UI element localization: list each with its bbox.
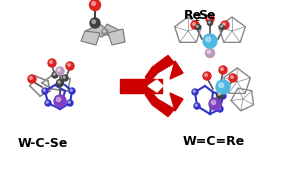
Circle shape: [42, 88, 48, 94]
Circle shape: [48, 59, 56, 67]
Circle shape: [194, 103, 200, 109]
Polygon shape: [145, 55, 175, 84]
Circle shape: [220, 26, 222, 27]
Circle shape: [102, 29, 108, 35]
Circle shape: [216, 80, 230, 94]
Circle shape: [211, 100, 216, 105]
Polygon shape: [145, 88, 175, 117]
Polygon shape: [170, 93, 183, 111]
Circle shape: [192, 89, 198, 95]
Polygon shape: [148, 80, 163, 92]
Circle shape: [207, 50, 211, 53]
Circle shape: [195, 104, 197, 106]
Circle shape: [46, 101, 48, 103]
Circle shape: [207, 20, 213, 26]
Circle shape: [57, 80, 63, 87]
Circle shape: [89, 0, 100, 11]
Circle shape: [196, 26, 198, 27]
Circle shape: [220, 25, 224, 29]
Circle shape: [56, 67, 64, 75]
Circle shape: [58, 69, 60, 71]
Circle shape: [219, 83, 224, 88]
Text: Re: Re: [184, 9, 202, 22]
Circle shape: [63, 76, 65, 78]
Circle shape: [66, 62, 74, 70]
Circle shape: [229, 74, 237, 82]
Text: W-C-Se: W-C-Se: [18, 137, 68, 150]
Circle shape: [221, 94, 223, 96]
Circle shape: [92, 20, 95, 23]
Circle shape: [193, 90, 195, 92]
FancyArrow shape: [120, 79, 162, 93]
Circle shape: [52, 72, 58, 78]
Circle shape: [70, 89, 72, 91]
Circle shape: [68, 101, 70, 103]
Circle shape: [216, 91, 224, 98]
Polygon shape: [81, 31, 100, 45]
Polygon shape: [108, 29, 125, 45]
Circle shape: [28, 75, 36, 83]
Circle shape: [223, 23, 225, 25]
Circle shape: [53, 73, 55, 75]
Circle shape: [103, 30, 105, 32]
Circle shape: [92, 2, 96, 5]
Text: Se: Se: [198, 9, 215, 22]
Circle shape: [221, 21, 229, 29]
Circle shape: [193, 23, 195, 25]
Circle shape: [209, 98, 221, 110]
Polygon shape: [85, 24, 109, 37]
Circle shape: [203, 34, 217, 48]
Circle shape: [43, 89, 45, 91]
Circle shape: [218, 93, 220, 95]
Circle shape: [205, 49, 215, 57]
Circle shape: [90, 18, 100, 28]
Circle shape: [221, 68, 223, 70]
Polygon shape: [102, 24, 121, 38]
Circle shape: [191, 21, 199, 29]
Polygon shape: [170, 61, 183, 79]
Circle shape: [56, 97, 61, 102]
Text: W=C=Re: W=C=Re: [183, 135, 245, 148]
Circle shape: [45, 100, 51, 106]
Circle shape: [220, 93, 226, 99]
Circle shape: [208, 17, 210, 19]
Circle shape: [219, 66, 227, 74]
Circle shape: [30, 77, 32, 79]
Circle shape: [67, 100, 73, 106]
Circle shape: [196, 25, 200, 29]
Circle shape: [50, 61, 52, 63]
Circle shape: [68, 64, 70, 66]
Circle shape: [206, 37, 211, 42]
Circle shape: [231, 76, 233, 78]
Circle shape: [58, 81, 60, 83]
Circle shape: [54, 95, 66, 107]
Text: 2: 2: [194, 14, 199, 23]
Circle shape: [69, 88, 75, 94]
Circle shape: [217, 106, 223, 112]
Circle shape: [206, 15, 214, 23]
Circle shape: [209, 22, 210, 23]
Circle shape: [203, 72, 211, 80]
Circle shape: [62, 75, 68, 81]
Circle shape: [205, 74, 207, 76]
Circle shape: [218, 107, 220, 109]
